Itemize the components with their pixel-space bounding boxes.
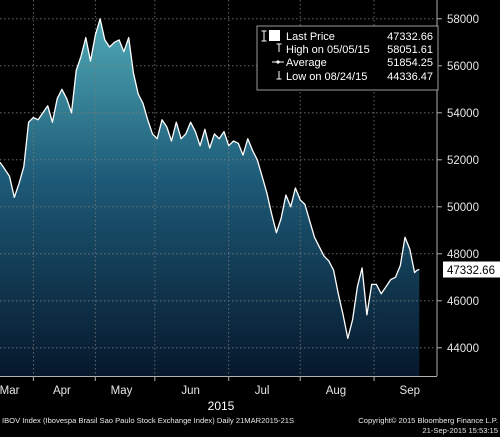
- line-layer: [0, 18, 420, 340]
- y-tick-label: 44000: [447, 343, 479, 355]
- legend-label-last-price: Last Price: [286, 31, 335, 43]
- legend-box: [256, 25, 439, 91]
- filled-square-icon: [261, 30, 280, 42]
- legend-label-low: Low on 08/24/15: [286, 71, 367, 83]
- grid-layer: [0, 0, 436, 376]
- area-layer: [0, 18, 420, 376]
- x-tick-label: Mar: [0, 385, 20, 397]
- x-tick-label: Apr: [53, 385, 71, 397]
- legend-value-average: 51854.25: [387, 57, 433, 69]
- series-area-last-price: [0, 18, 420, 376]
- series-line-last-price: [0, 18, 420, 340]
- legend-label-high: High on 05/05/15: [286, 44, 370, 56]
- x-tick-label: Jun: [181, 385, 200, 397]
- y-tick-label: 54000: [447, 108, 479, 120]
- low-marker-icon: [276, 71, 282, 80]
- high-marker-icon: [276, 43, 282, 52]
- legend-value-low: 44336.47: [387, 71, 433, 83]
- last-price-tag-box: [443, 261, 500, 278]
- y-tick-label: 46000: [447, 296, 479, 308]
- y-tick-label: 56000: [447, 61, 479, 73]
- y-tick-label: 52000: [447, 155, 479, 167]
- x-tick-label: Jul: [255, 385, 270, 397]
- legend-label-average: Average: [286, 57, 327, 69]
- y-tick-label: 50000: [447, 202, 479, 214]
- x-axis-year-label: 2015: [208, 399, 235, 413]
- last-price-tag: 47332.66: [443, 261, 500, 278]
- x-tick-label: Aug: [326, 385, 346, 397]
- x-tick-label: May: [111, 385, 133, 397]
- y-tick-label: 48000: [447, 249, 479, 261]
- x-axis-ticks: Mar Apr May Jun Jul Aug Sep: [0, 376, 420, 397]
- y-tick-label: 58000: [447, 14, 479, 26]
- legend-value-last-price: 47332.66: [387, 31, 433, 43]
- x-tick-label: Sep: [400, 385, 420, 397]
- last-price-tag-text: 47332.66: [447, 265, 495, 277]
- legend-value-high: 58051.61: [387, 44, 433, 56]
- footer-timestamp: 21-Sep-2015 15:53:15: [422, 426, 498, 435]
- footer-security-description: IBOV Index (Ibovespa Brasil Sao Paulo St…: [2, 416, 294, 425]
- average-marker-icon: [272, 60, 284, 64]
- footer-copyright: Copyright© 2015 Bloomberg Finance L.P.: [358, 416, 498, 425]
- y-axis-ticks: 44000 46000 48000 50000 52000 54000 56000 58000: [437, 14, 479, 355]
- legend: Last Price 47332.66 High on 05/05/15 580…: [256, 25, 439, 91]
